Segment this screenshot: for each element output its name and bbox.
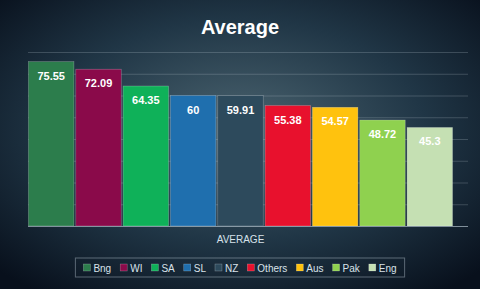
bar xyxy=(218,96,263,226)
legend-swatch xyxy=(151,264,158,271)
legend-item: NZ xyxy=(215,263,238,274)
chart: Average 75.55 72.09 64.35 60 59.91 55.38 54.57 4… xyxy=(0,0,480,289)
legend-label: SL xyxy=(194,263,207,274)
legend-label: NZ xyxy=(225,263,238,274)
y-tick xyxy=(28,226,468,227)
legend-swatch xyxy=(369,264,376,271)
legend-label: Aus xyxy=(306,263,323,274)
data-label: 72.09 xyxy=(85,77,113,89)
legend-swatch xyxy=(215,264,222,271)
data-label: 75.55 xyxy=(37,70,65,82)
legend: Bng WI SA SL NZ Others Aus Pak Eng xyxy=(75,258,404,277)
legend-swatch xyxy=(333,264,340,271)
bar xyxy=(407,127,452,226)
bars xyxy=(28,62,452,226)
bar xyxy=(123,86,168,226)
x-tick-label: AVERAGE xyxy=(217,234,265,245)
legend-label: WI xyxy=(130,263,142,274)
bar xyxy=(170,96,215,227)
legend-label: Pak xyxy=(343,263,361,274)
legend-item: Pak xyxy=(333,263,361,274)
legend-swatch xyxy=(296,264,303,271)
bar xyxy=(360,120,405,226)
legend-box xyxy=(75,258,404,277)
legend-label: Others xyxy=(257,263,287,274)
background xyxy=(0,0,480,289)
legend-item: SL xyxy=(184,263,207,274)
data-label: 45.3 xyxy=(419,135,440,147)
bar xyxy=(28,62,73,226)
data-label: 60 xyxy=(187,104,199,116)
data-label: 55.38 xyxy=(274,114,302,126)
legend-item: WI xyxy=(120,263,142,274)
legend-swatch xyxy=(247,264,254,271)
data-label: 59.91 xyxy=(227,104,255,116)
x-axis: AVERAGE xyxy=(28,227,468,246)
data-label: 64.35 xyxy=(132,94,160,106)
y-grid xyxy=(28,53,468,227)
grid-line xyxy=(28,52,468,53)
legend-swatch xyxy=(83,264,90,271)
title: Average xyxy=(201,16,279,38)
x-tick: AVERAGE xyxy=(217,234,265,245)
data-label: 48.72 xyxy=(369,128,397,140)
legend-label: Bng xyxy=(93,263,111,274)
legend-swatch xyxy=(120,264,127,271)
legend-item: Eng xyxy=(369,263,397,274)
y-tick xyxy=(28,52,468,53)
bar xyxy=(76,69,121,226)
legend-label: Eng xyxy=(379,263,397,274)
legend-item: Bng xyxy=(83,263,111,274)
data-labels: 75.55 72.09 64.35 60 59.91 55.38 54.57 48.72 45.… xyxy=(37,70,440,148)
bar xyxy=(265,106,310,226)
legend-label: SA xyxy=(161,263,175,274)
legend-item: SA xyxy=(151,263,175,274)
grid-line xyxy=(28,226,468,227)
plot: 75.55 72.09 64.35 60 59.91 55.38 54.57 48.72 45.… xyxy=(28,53,468,246)
x-axis-line xyxy=(28,226,468,227)
legend-swatch xyxy=(184,264,191,271)
data-label: 54.57 xyxy=(321,115,349,127)
bar xyxy=(312,107,357,226)
legend-item: Others xyxy=(247,263,287,274)
legend-item: Aus xyxy=(296,263,323,274)
y-axis-line xyxy=(29,53,469,227)
